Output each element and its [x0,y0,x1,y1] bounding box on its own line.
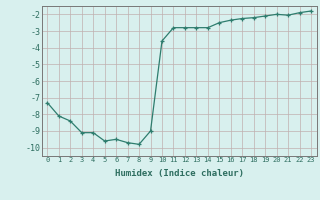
X-axis label: Humidex (Indice chaleur): Humidex (Indice chaleur) [115,169,244,178]
